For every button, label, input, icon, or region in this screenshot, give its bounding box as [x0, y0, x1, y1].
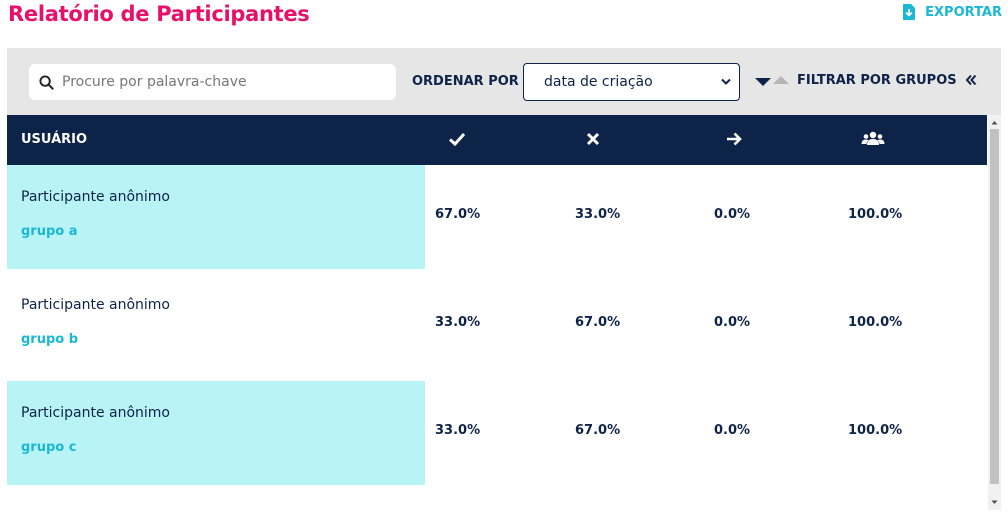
x-icon [586, 132, 600, 146]
search-icon [39, 74, 54, 90]
double-chevron-left-icon [965, 74, 976, 86]
download-file-icon [903, 4, 916, 20]
users-icon [861, 131, 885, 145]
search-input[interactable] [62, 74, 372, 90]
toolbar: ORDENAR POR data de criação FILTRAR POR … [7, 48, 1001, 115]
column-header-skipped [723, 129, 745, 149]
column-header-correct [446, 129, 468, 149]
wrong-value: 33.0% [575, 207, 621, 222]
participation-value: 100.0% [848, 315, 903, 330]
chevron-down-icon [721, 78, 731, 85]
participant-name: Participante anônimo [21, 189, 170, 205]
table-row[interactable]: Participante anônimo grupo c 33.0% 67.0%… [7, 381, 987, 489]
page-header: Relatório de Participantes EXPORTAR [0, 0, 1008, 46]
scrollbar-thumb[interactable] [990, 129, 999, 484]
user-cell: Participante anônimo grupo b [7, 273, 425, 377]
filter-groups-toggle[interactable]: FILTRAR POR GRUPOS [754, 70, 977, 90]
sort-triangles-icon [755, 76, 789, 86]
table-row[interactable]: Participante anônimo grupo a 67.0% 33.0%… [7, 165, 987, 273]
skipped-value: 0.0% [714, 315, 751, 330]
check-icon [448, 132, 466, 147]
participant-group: grupo a [21, 224, 78, 239]
search-box[interactable] [29, 64, 396, 100]
user-cell: Participante anônimo grupo c [7, 381, 425, 485]
scroll-up-arrow-icon[interactable] [990, 118, 999, 127]
correct-value: 33.0% [435, 315, 481, 330]
wrong-value: 67.0% [575, 423, 621, 438]
correct-value: 33.0% [435, 423, 481, 438]
participants-table: USUÁRIO [7, 115, 987, 489]
arrow-right-icon [727, 132, 742, 146]
column-header-participation [860, 129, 886, 149]
user-cell: Participante anônimo grupo a [7, 165, 425, 269]
export-button[interactable]: EXPORTAR [903, 4, 1002, 20]
participant-name: Participante anônimo [21, 405, 170, 421]
table-scrollbar[interactable] [988, 115, 1001, 510]
participant-name: Participante anônimo [21, 297, 170, 313]
correct-value: 67.0% [435, 207, 481, 222]
scroll-down-arrow-icon[interactable] [990, 498, 999, 507]
column-header-user: USUÁRIO [21, 132, 88, 147]
participation-value: 100.0% [848, 423, 903, 438]
participation-value: 100.0% [848, 207, 903, 222]
participant-group: grupo c [21, 440, 77, 455]
order-select-value: data de criação [544, 74, 653, 90]
page-title: Relatório de Participantes [8, 2, 310, 26]
order-label: ORDENAR POR [412, 74, 519, 89]
wrong-value: 67.0% [575, 315, 621, 330]
participant-group: grupo b [21, 332, 79, 347]
table-header: USUÁRIO [7, 115, 987, 165]
filter-groups-label: FILTRAR POR GRUPOS [797, 72, 957, 88]
order-select[interactable]: data de criação [523, 63, 740, 101]
export-label: EXPORTAR [925, 4, 1002, 20]
skipped-value: 0.0% [714, 423, 751, 438]
column-header-wrong [582, 129, 604, 149]
table-row[interactable]: Participante anônimo grupo b 33.0% 67.0%… [7, 273, 987, 381]
skipped-value: 0.0% [714, 207, 751, 222]
